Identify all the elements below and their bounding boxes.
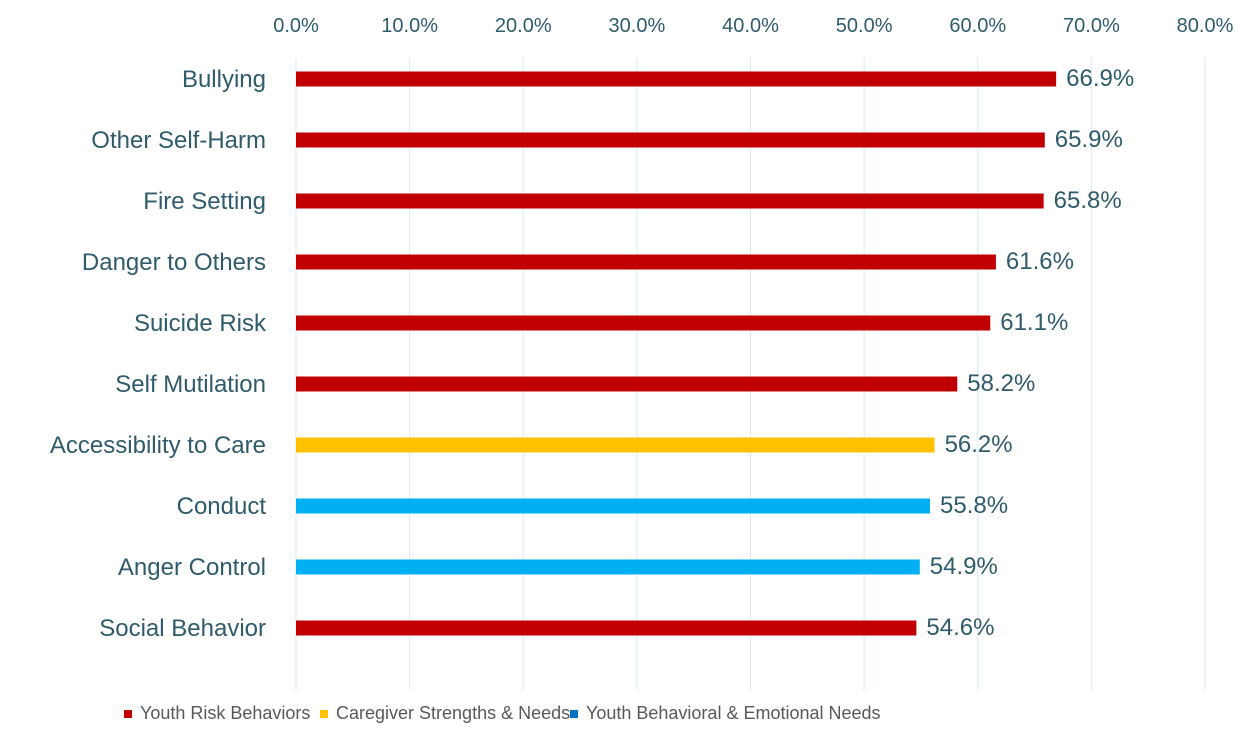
- legend: Youth Risk Behaviors Caregiver Strengths …: [124, 703, 881, 723]
- data-label: 54.9%: [930, 553, 998, 580]
- bar: [296, 132, 1045, 148]
- bar: [296, 315, 991, 331]
- bar: [296, 498, 931, 514]
- x-tick-label: 60.0%: [949, 15, 1006, 37]
- x-tick-label: 0.0%: [273, 15, 319, 37]
- category-label: Bullying: [182, 66, 266, 93]
- data-label: 61.1%: [1000, 309, 1068, 336]
- data-label: 65.8%: [1054, 187, 1122, 214]
- gridlines: [295, 58, 1206, 690]
- data-label: 54.6%: [926, 614, 994, 641]
- bar: [296, 559, 920, 575]
- x-tick-label: 20.0%: [495, 15, 552, 37]
- data-label: 65.9%: [1055, 126, 1123, 153]
- legend-swatch: [124, 710, 132, 718]
- legend-swatch: [320, 710, 328, 718]
- x-axis-ticks: 0.0% 10.0% 20.0% 30.0% 40.0% 50.0% 60.0% 70.0% 8…: [273, 15, 1233, 37]
- data-label: 56.2%: [945, 431, 1013, 458]
- legend-label: Caregiver Strengths & Needs: [336, 703, 570, 723]
- legend-label: Youth Risk Behaviors: [140, 703, 310, 723]
- category-label: Anger Control: [118, 554, 266, 581]
- bars: [296, 71, 1057, 636]
- data-labels: 66.9% 65.9% 65.8% 61.6% 61.1% 58.2% 56.2% 55.8%…: [926, 65, 1134, 641]
- category-label: Self Mutilation: [115, 371, 266, 398]
- x-tick-label: 10.0%: [381, 15, 438, 37]
- bar: [296, 376, 958, 392]
- data-label: 58.2%: [967, 370, 1035, 397]
- bar: [296, 71, 1057, 87]
- bar: [296, 193, 1044, 209]
- x-tick-label: 80.0%: [1177, 15, 1234, 37]
- category-label: Suicide Risk: [134, 310, 267, 337]
- legend-label: Youth Behavioral & Emotional Needs: [586, 703, 881, 723]
- category-label: Other Self-Harm: [91, 127, 266, 154]
- legend-swatch: [570, 710, 578, 718]
- data-label: 61.6%: [1006, 248, 1074, 275]
- bar: [296, 254, 996, 270]
- category-label: Accessibility to Care: [50, 432, 266, 459]
- x-tick-label: 70.0%: [1063, 15, 1120, 37]
- x-tick-label: 40.0%: [722, 15, 779, 37]
- category-label: Conduct: [177, 493, 267, 520]
- data-label: 66.9%: [1066, 65, 1134, 92]
- category-label: Fire Setting: [143, 188, 266, 215]
- data-label: 55.8%: [940, 492, 1008, 519]
- x-tick-label: 50.0%: [836, 15, 893, 37]
- bar: [296, 620, 917, 636]
- category-label: Social Behavior: [99, 615, 266, 642]
- bar: [296, 437, 935, 453]
- x-tick-label: 30.0%: [609, 15, 666, 37]
- category-label: Danger to Others: [82, 249, 266, 276]
- category-labels: Bullying Other Self-Harm Fire Setting Dange…: [50, 66, 267, 642]
